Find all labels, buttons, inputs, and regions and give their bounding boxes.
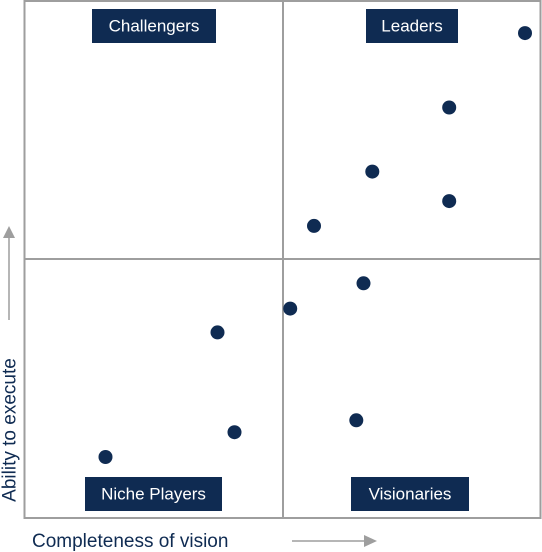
quadrant-label-niche-players: Niche Players (85, 477, 222, 511)
arrow-up-icon (3, 226, 15, 238)
quadrant-label-text: Leaders (381, 17, 442, 36)
quadrant-label-bg (366, 9, 458, 43)
data-point-10 (227, 425, 242, 440)
quadrant-label-bg (92, 9, 216, 43)
data-point-9 (349, 413, 364, 428)
quadrant-label-text: Visionaries (369, 485, 452, 504)
quadrant-label-bg (351, 477, 469, 511)
data-point-4 (442, 194, 457, 209)
y-axis: Ability to execute (0, 226, 21, 502)
data-point-3 (365, 164, 380, 179)
data-point-8 (210, 325, 225, 340)
quadrant-label-leaders: Leaders (366, 9, 458, 43)
plot-frame (23, 0, 542, 519)
x-axis-label: Completeness of vision (32, 531, 228, 552)
quadrant-label-challengers: Challengers (92, 9, 216, 43)
quadrant-label-text: Niche Players (101, 485, 206, 504)
data-point-1 (518, 26, 532, 41)
data-point-7 (283, 301, 298, 316)
data-point-5 (307, 218, 321, 233)
y-axis-label: Ability to execute (0, 358, 21, 502)
quadrant-label-text: Challengers (109, 17, 200, 36)
data-point-6 (356, 276, 371, 291)
data-point-2 (442, 100, 457, 115)
arrow-right-icon (364, 535, 377, 547)
x-axis: Completeness of vision (32, 531, 377, 552)
quadrant-label-visionaries: Visionaries (351, 477, 469, 511)
quadrant-label-bg (85, 477, 222, 511)
data-point-11 (98, 450, 113, 464)
data-points (98, 26, 532, 464)
